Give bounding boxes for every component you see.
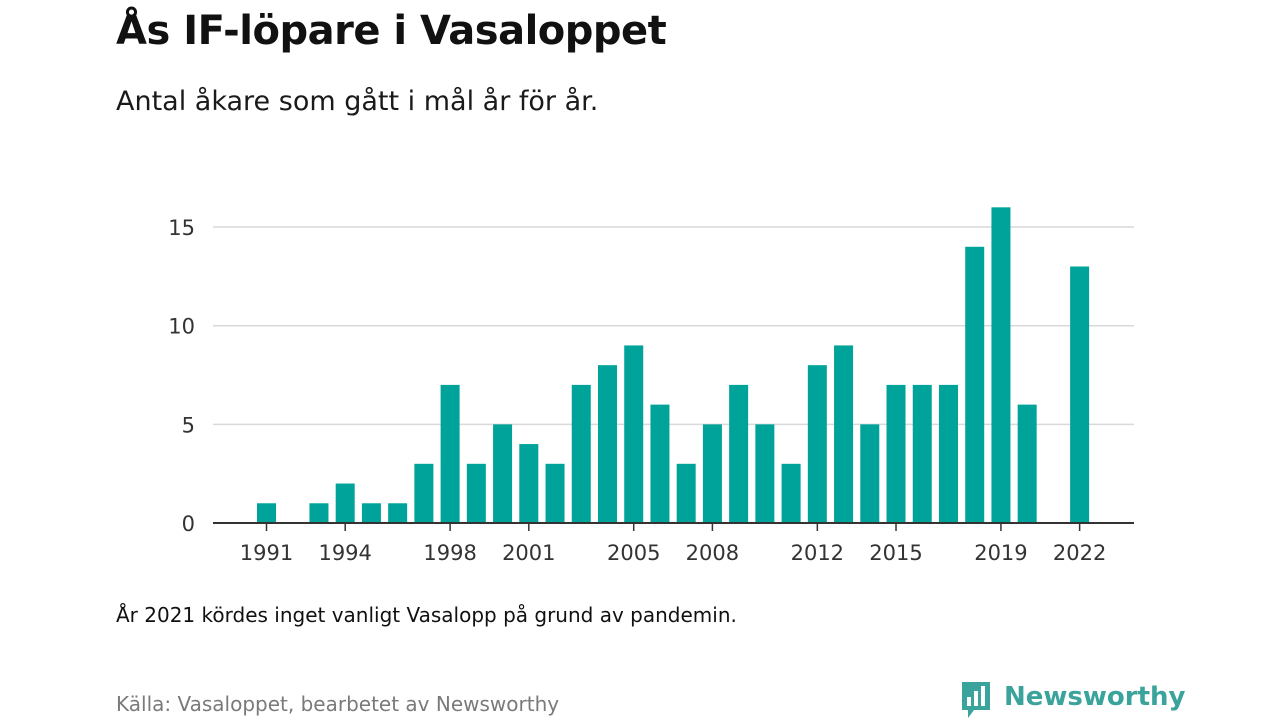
bar-2017	[938, 384, 958, 523]
y-tick-label: 10	[168, 315, 195, 339]
bar-1997	[414, 463, 434, 523]
bar-2013	[834, 345, 854, 523]
bar-2007	[676, 463, 696, 523]
bar-2009	[729, 384, 749, 523]
bar-1996	[388, 503, 408, 523]
bar-1999	[466, 463, 486, 523]
x-tick-label: 2012	[791, 541, 844, 565]
bar-2019	[991, 207, 1011, 523]
x-tick-label: 1991	[240, 541, 293, 565]
x-axis-ticks: 1991 1994 1998 2001 2005 2008 2012 2015 2019 2022	[240, 523, 1106, 565]
y-tick-label: 5	[182, 413, 195, 437]
y-axis-ticks: 0 5 10 15	[168, 216, 195, 536]
bar-chart-speech-bubble-icon	[962, 682, 990, 718]
bar-2005	[624, 345, 644, 523]
bar-2011	[781, 463, 801, 523]
y-tick-label: 0	[182, 512, 195, 536]
bar-2006	[650, 404, 670, 523]
x-tick-label: 2022	[1053, 541, 1106, 565]
bar-2015	[886, 384, 906, 523]
bar-2022	[1070, 266, 1090, 523]
source-credit: Källa: Vasaloppet, bearbetet av Newswort…	[116, 692, 560, 716]
bar-1993	[309, 503, 329, 523]
bar-2008	[702, 424, 722, 523]
bar-2001	[519, 444, 539, 523]
bar-2012	[807, 365, 827, 523]
bar-2000	[493, 424, 513, 523]
brand-name: Newsworthy	[1004, 682, 1186, 712]
bar-1994	[335, 483, 355, 523]
bar-2020	[1017, 404, 1037, 523]
x-tick-label: 1994	[318, 541, 371, 565]
bar-2002	[545, 463, 565, 523]
bar-1991	[257, 503, 276, 523]
x-tick-label: 2005	[607, 541, 660, 565]
bar-2004	[597, 365, 617, 523]
bar-2014	[860, 424, 880, 523]
bar-2018	[965, 246, 985, 523]
chart-note: År 2021 kördes inget vanligt Vasalopp på…	[116, 603, 737, 627]
bar-2003	[571, 384, 591, 523]
bar-1995	[361, 503, 381, 523]
x-tick-label: 2015	[869, 541, 922, 565]
chart-title: Ås IF-löpare i Vasaloppet	[116, 8, 667, 54]
chart-subtitle: Antal åkare som gått i mål år för år.	[116, 86, 599, 117]
x-tick-label: 2019	[974, 541, 1027, 565]
bar-2016	[912, 384, 932, 523]
bars	[257, 207, 1090, 523]
x-tick-label: 2001	[502, 541, 555, 565]
x-tick-label: 1998	[423, 541, 476, 565]
bar-1998	[440, 384, 460, 523]
bar-2010	[755, 424, 775, 523]
x-tick-label: 2008	[686, 541, 739, 565]
y-tick-label: 15	[168, 216, 195, 240]
newsworthy-logo[interactable]: Newsworthy	[960, 680, 1185, 720]
